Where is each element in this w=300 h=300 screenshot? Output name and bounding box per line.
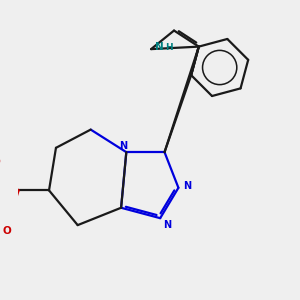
Text: N: N	[154, 42, 163, 52]
Text: N: N	[119, 141, 127, 151]
Text: N: N	[183, 181, 191, 191]
Text: N: N	[163, 220, 171, 230]
Text: H: H	[166, 43, 173, 52]
Text: O: O	[3, 226, 12, 236]
